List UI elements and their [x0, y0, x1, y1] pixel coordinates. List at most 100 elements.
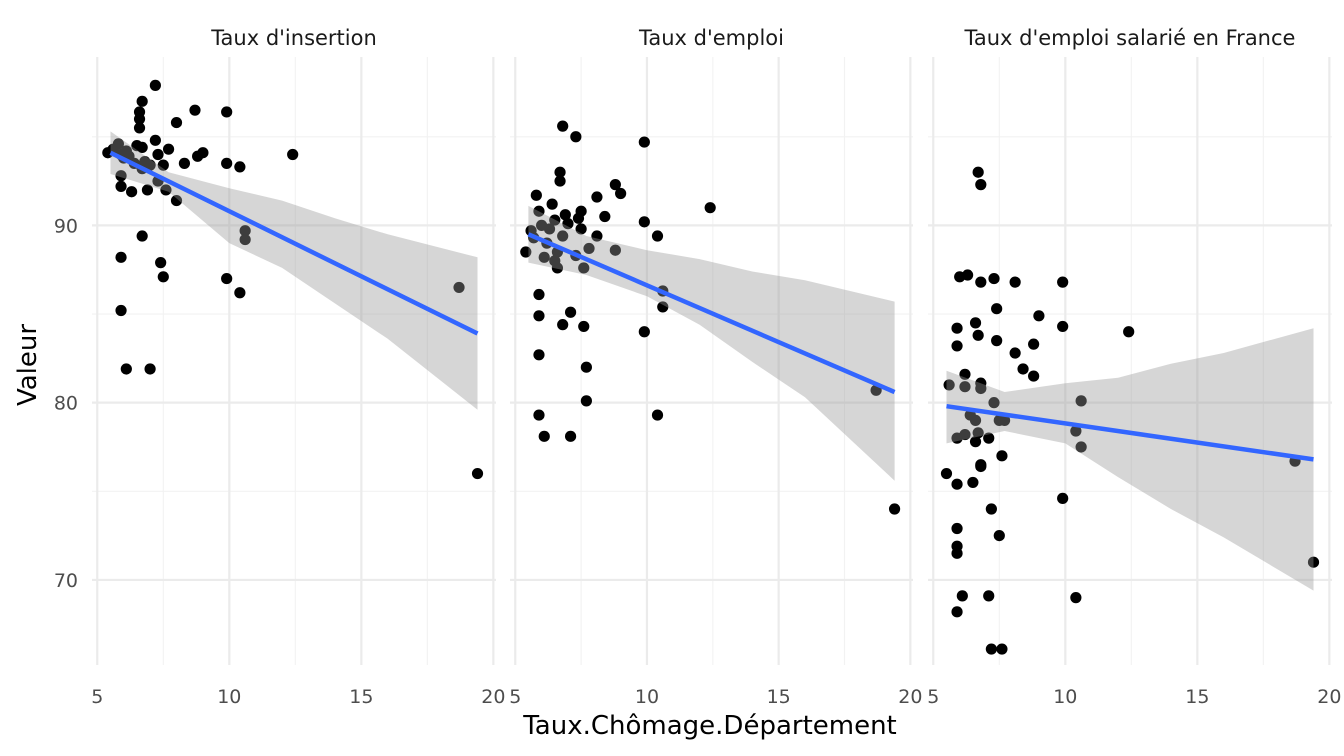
x-tick-label: 5	[91, 686, 103, 708]
panel-3: Taux d'emploi salarié en France 5 10 15 20	[927, 26, 1341, 708]
data-point	[998, 414, 1011, 426]
data-point	[570, 131, 582, 143]
data-point	[983, 432, 995, 444]
data-point	[144, 363, 156, 375]
panel-2: Taux d'emploi 5 10 15 20	[509, 26, 922, 708]
x-tick-label: 20	[1317, 686, 1341, 708]
data-point	[1123, 326, 1135, 338]
data-point	[975, 276, 987, 288]
data-point	[888, 503, 901, 515]
data-point	[1028, 338, 1040, 350]
data-point	[975, 382, 987, 395]
data-point	[453, 281, 465, 294]
data-point	[115, 170, 127, 182]
data-point	[959, 381, 971, 393]
y-axis-title: Valeur	[13, 324, 43, 406]
data-point	[152, 148, 164, 161]
regression-line	[109, 150, 479, 336]
data-point	[239, 233, 251, 246]
data-point	[189, 104, 201, 116]
data-point	[951, 522, 963, 535]
data-point	[564, 430, 577, 442]
data-point	[564, 306, 577, 318]
data-point	[951, 322, 963, 334]
data-point	[599, 210, 611, 223]
data-point	[969, 436, 982, 448]
regression-line	[527, 232, 896, 395]
data-point	[557, 230, 569, 242]
panel-1: Taux d'insertion 5 10 15 20 70 80 90	[54, 26, 506, 708]
y-tick-label: 90	[54, 215, 78, 237]
data-point	[1009, 276, 1021, 288]
data-point	[546, 198, 558, 210]
data-point	[1017, 363, 1029, 375]
data-point	[115, 180, 127, 192]
data-point	[155, 257, 167, 269]
data-point	[1307, 556, 1320, 568]
data-point	[996, 643, 1008, 655]
data-point	[591, 230, 603, 242]
data-point	[956, 590, 968, 602]
data-point	[136, 141, 148, 154]
data-point	[234, 287, 246, 299]
data-point	[657, 301, 669, 313]
data-point	[554, 166, 566, 178]
data-point	[975, 459, 987, 471]
data-point	[239, 225, 251, 237]
data-point	[533, 349, 545, 361]
data-point	[533, 205, 545, 217]
data-point	[533, 409, 545, 421]
data-point	[144, 159, 156, 171]
data-point	[959, 428, 971, 441]
data-point	[221, 106, 233, 118]
data-point	[583, 242, 595, 255]
data-point	[126, 186, 138, 198]
data-point	[959, 368, 971, 380]
x-tick-label: 20	[481, 686, 505, 708]
data-point	[1075, 441, 1087, 453]
x-tick-label: 15	[1185, 686, 1209, 708]
x-tick-label: 10	[635, 686, 659, 708]
data-point	[157, 271, 169, 283]
data-point	[575, 223, 587, 235]
data-point	[136, 230, 148, 242]
data-point	[951, 478, 963, 490]
data-point	[951, 606, 963, 618]
data-point	[609, 179, 621, 191]
x-tick-label: 10	[217, 686, 241, 708]
data-point	[1075, 395, 1087, 407]
data-point	[578, 262, 590, 274]
confidence-band	[110, 131, 478, 410]
data-point	[149, 79, 161, 91]
data-point	[985, 503, 997, 515]
data-point	[1033, 310, 1045, 322]
data-point	[221, 157, 233, 169]
data-point	[704, 202, 716, 214]
data-point	[530, 189, 542, 201]
x-tick-label: 15	[349, 686, 373, 708]
data-point	[112, 138, 125, 150]
data-point	[951, 340, 963, 352]
data-point	[988, 272, 1000, 285]
data-point	[136, 95, 148, 107]
data-point	[972, 329, 984, 341]
x-tick-label: 20	[898, 686, 922, 708]
data-point	[543, 223, 556, 235]
data-point	[651, 409, 664, 421]
data-point	[1057, 320, 1069, 333]
data-point	[120, 363, 132, 375]
data-point	[133, 106, 146, 118]
data-point	[988, 397, 1000, 409]
data-point	[538, 251, 550, 263]
y-tick-label: 70	[54, 570, 78, 592]
data-point	[115, 251, 127, 263]
data-point	[562, 218, 574, 230]
data-point	[170, 116, 183, 129]
data-point	[951, 547, 963, 559]
panel-title: Taux d'insertion	[210, 26, 377, 50]
data-point	[141, 184, 154, 196]
data-point	[533, 288, 545, 301]
panel-title: Taux d'emploi	[638, 26, 784, 50]
data-point	[591, 191, 603, 203]
